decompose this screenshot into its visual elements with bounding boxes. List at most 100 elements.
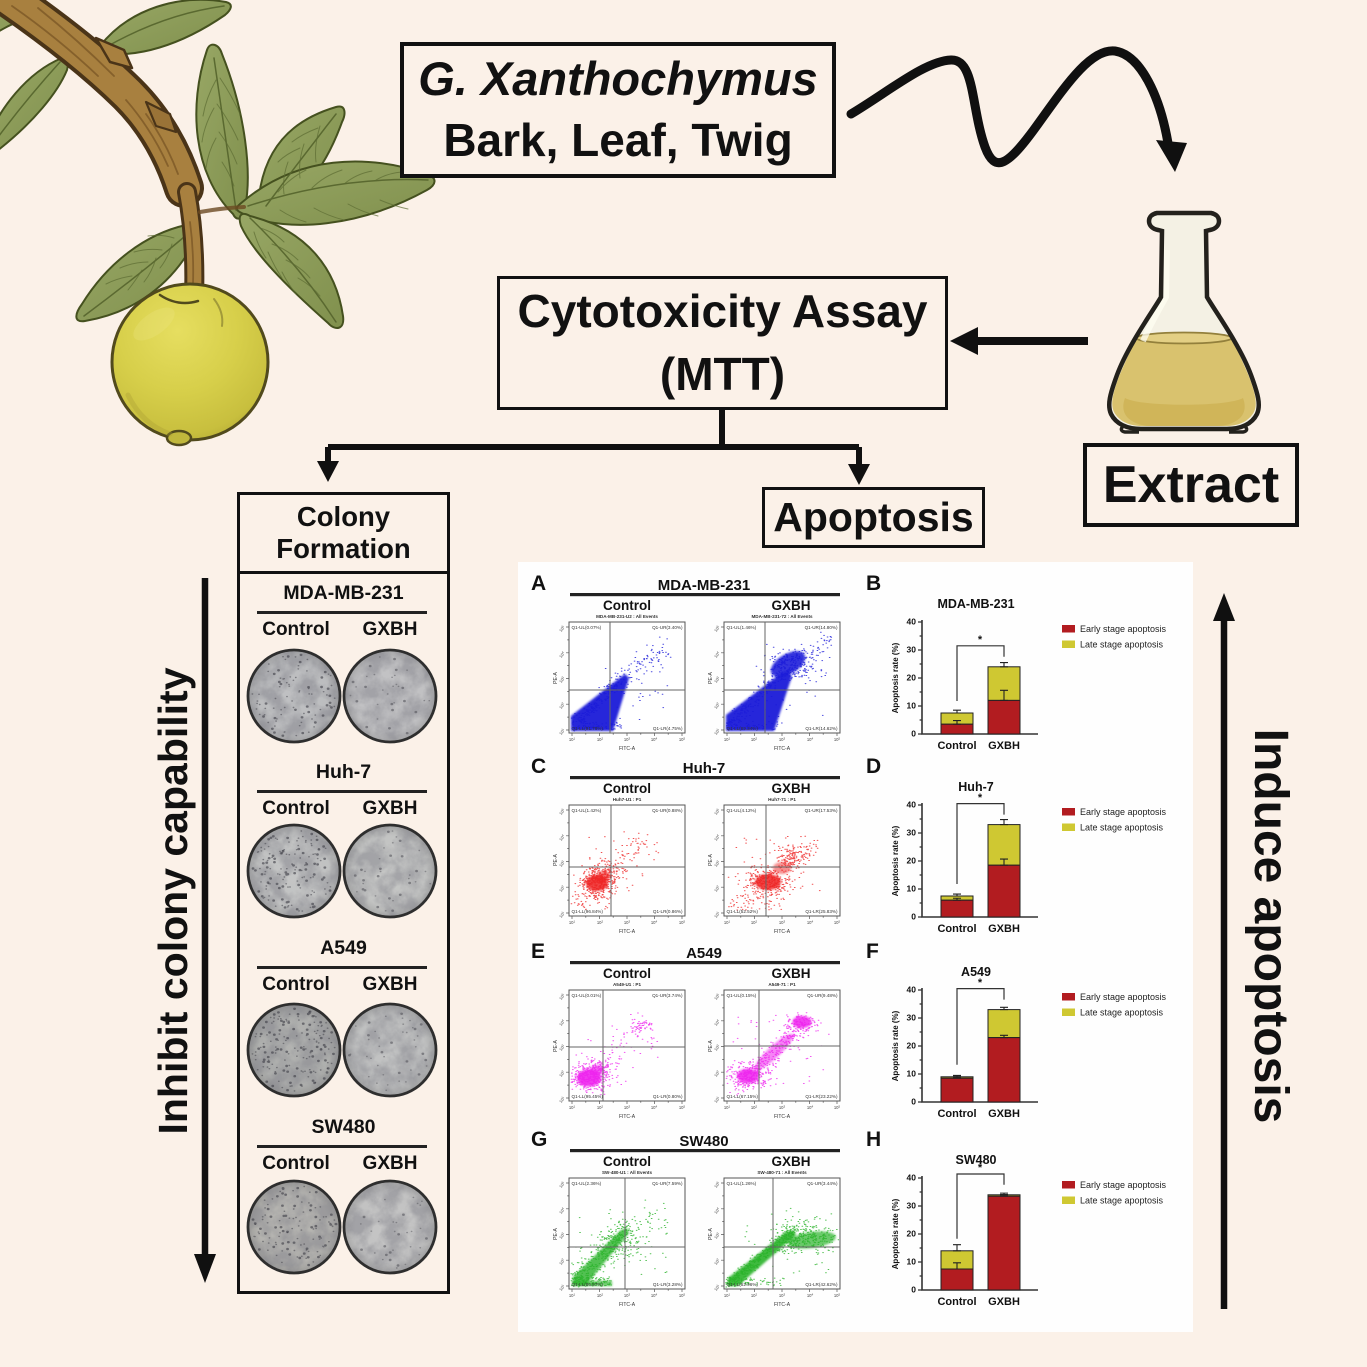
svg-text:40: 40 bbox=[907, 800, 917, 810]
svg-text:*: * bbox=[978, 634, 983, 646]
svg-text:104: 104 bbox=[713, 833, 721, 842]
svg-text:A549: A549 bbox=[686, 945, 722, 962]
svg-text:101: 101 bbox=[558, 1095, 566, 1104]
svg-text:103: 103 bbox=[713, 1043, 721, 1052]
svg-text:105: 105 bbox=[558, 807, 566, 816]
svg-text:Q1-LR(0.80%): Q1-LR(0.80%) bbox=[653, 1094, 683, 1099]
svg-text:Control: Control bbox=[937, 740, 976, 752]
svg-text:101: 101 bbox=[558, 910, 566, 919]
svg-text:Q1-UR(3.40%): Q1-UR(3.40%) bbox=[652, 625, 683, 630]
svg-text:Q1-LR(0.86%): Q1-LR(0.86%) bbox=[653, 909, 683, 914]
svg-text:Q1-UL(0.15%): Q1-UL(0.15%) bbox=[727, 993, 757, 998]
svg-text:102: 102 bbox=[558, 701, 566, 710]
svg-text:20: 20 bbox=[907, 1041, 917, 1051]
svg-text:Q1-LR(14.62%): Q1-LR(14.62%) bbox=[805, 726, 838, 731]
svg-text:Early stage apoptosis: Early stage apoptosis bbox=[1080, 992, 1167, 1002]
svg-text:101: 101 bbox=[713, 910, 721, 919]
svg-text:0: 0 bbox=[911, 729, 916, 739]
svg-text:104: 104 bbox=[651, 920, 658, 925]
svg-text:Q1-LR(3.28%): Q1-LR(3.28%) bbox=[653, 1282, 683, 1287]
svg-text:30: 30 bbox=[907, 645, 917, 655]
svg-text:102: 102 bbox=[597, 737, 604, 742]
svg-text:104: 104 bbox=[807, 1293, 814, 1298]
svg-text:30: 30 bbox=[907, 1013, 917, 1023]
svg-text:Q1-LR(42.62%): Q1-LR(42.62%) bbox=[805, 1282, 838, 1287]
svg-text:101: 101 bbox=[558, 1283, 566, 1292]
svg-text:105: 105 bbox=[679, 1293, 686, 1298]
svg-text:Huh7-71 : P1: Huh7-71 : P1 bbox=[768, 797, 796, 802]
svg-text:Q1-LR(23.22%): Q1-LR(23.22%) bbox=[805, 1094, 838, 1099]
svg-text:Q1-LL(67.15%): Q1-LL(67.15%) bbox=[727, 1094, 759, 1099]
svg-text:C: C bbox=[531, 755, 546, 778]
svg-text:MDA-MB-231-72 : All Events: MDA-MB-231-72 : All Events bbox=[751, 614, 813, 619]
svg-text:102: 102 bbox=[751, 920, 758, 925]
svg-text:10: 10 bbox=[907, 1069, 917, 1079]
svg-text:20: 20 bbox=[907, 673, 917, 683]
svg-text:103: 103 bbox=[624, 1293, 631, 1298]
svg-text:104: 104 bbox=[713, 650, 721, 659]
svg-text:Control: Control bbox=[603, 598, 651, 613]
svg-text:Q1-UL(4.12%): Q1-UL(4.12%) bbox=[727, 808, 757, 813]
svg-text:GXBH: GXBH bbox=[771, 1154, 810, 1169]
svg-text:G: G bbox=[531, 1128, 547, 1151]
svg-text:Q1-UR(3.74%): Q1-UR(3.74%) bbox=[652, 993, 683, 998]
svg-text:Late stage apoptosis: Late stage apoptosis bbox=[1080, 1008, 1164, 1018]
svg-text:Early stage apoptosis: Early stage apoptosis bbox=[1080, 1180, 1167, 1190]
svg-text:101: 101 bbox=[569, 920, 576, 925]
svg-text:101: 101 bbox=[713, 727, 721, 736]
svg-text:104: 104 bbox=[558, 833, 566, 842]
svg-text:A549-U1 : P1: A549-U1 : P1 bbox=[613, 982, 642, 987]
svg-text:101: 101 bbox=[569, 1105, 576, 1110]
svg-text:105: 105 bbox=[834, 1105, 841, 1110]
svg-text:Q1-LL(96.84%): Q1-LL(96.84%) bbox=[572, 909, 604, 914]
svg-text:Control: Control bbox=[937, 1296, 976, 1308]
svg-text:FITC-A: FITC-A bbox=[619, 746, 636, 752]
svg-text:101: 101 bbox=[724, 737, 731, 742]
svg-text:*: * bbox=[978, 792, 983, 804]
svg-text:Q1-UL(0.07%): Q1-UL(0.07%) bbox=[572, 625, 602, 630]
svg-text:Q1-UL(1.46%): Q1-UL(1.46%) bbox=[727, 625, 757, 630]
svg-text:105: 105 bbox=[713, 992, 721, 1001]
svg-text:*: * bbox=[978, 977, 983, 989]
svg-text:GXBH: GXBH bbox=[988, 740, 1020, 752]
svg-text:104: 104 bbox=[807, 920, 814, 925]
svg-text:B: B bbox=[866, 572, 881, 595]
svg-text:30: 30 bbox=[907, 828, 917, 838]
svg-text:Control: Control bbox=[603, 1154, 651, 1169]
svg-text:102: 102 bbox=[558, 1257, 566, 1266]
svg-text:H: H bbox=[866, 1128, 881, 1151]
svg-text:102: 102 bbox=[713, 701, 721, 710]
svg-text:SW-480-71 : All Events: SW-480-71 : All Events bbox=[757, 1170, 807, 1175]
svg-text:PE-A: PE-A bbox=[708, 672, 714, 684]
svg-text:103: 103 bbox=[779, 1105, 786, 1110]
svg-text:105: 105 bbox=[558, 624, 566, 633]
svg-text:Q1-UR(14.80%): Q1-UR(14.80%) bbox=[805, 625, 838, 630]
svg-text:102: 102 bbox=[751, 1293, 758, 1298]
svg-text:103: 103 bbox=[713, 1231, 721, 1240]
svg-text:Q1-UL(2.36%): Q1-UL(2.36%) bbox=[572, 1181, 602, 1186]
svg-text:Q1-LR(4.75%): Q1-LR(4.75%) bbox=[653, 726, 683, 731]
svg-text:Q1-LL(86.57%): Q1-LL(86.57%) bbox=[572, 1282, 604, 1287]
svg-text:104: 104 bbox=[713, 1018, 721, 1027]
svg-text:Control: Control bbox=[603, 966, 651, 981]
svg-text:10: 10 bbox=[907, 884, 917, 894]
svg-text:104: 104 bbox=[713, 1206, 721, 1215]
svg-text:A: A bbox=[531, 572, 546, 595]
svg-text:102: 102 bbox=[597, 1293, 604, 1298]
svg-text:0: 0 bbox=[911, 1285, 916, 1295]
svg-text:FITC-A: FITC-A bbox=[619, 1302, 636, 1308]
svg-text:PE-A: PE-A bbox=[708, 1040, 714, 1052]
svg-text:A549-71 : P1: A549-71 : P1 bbox=[768, 982, 796, 987]
svg-text:104: 104 bbox=[807, 737, 814, 742]
svg-text:Q1-LR(25.83%): Q1-LR(25.83%) bbox=[805, 909, 838, 914]
svg-text:PE-A: PE-A bbox=[553, 672, 559, 684]
svg-text:103: 103 bbox=[558, 1231, 566, 1240]
svg-text:GXBH: GXBH bbox=[771, 598, 810, 613]
svg-text:102: 102 bbox=[558, 1069, 566, 1078]
svg-text:Early stage apoptosis: Early stage apoptosis bbox=[1080, 807, 1167, 817]
svg-text:103: 103 bbox=[713, 859, 721, 868]
svg-text:A549: A549 bbox=[961, 965, 991, 979]
svg-text:104: 104 bbox=[651, 1105, 658, 1110]
svg-text:105: 105 bbox=[834, 737, 841, 742]
svg-text:103: 103 bbox=[558, 859, 566, 868]
